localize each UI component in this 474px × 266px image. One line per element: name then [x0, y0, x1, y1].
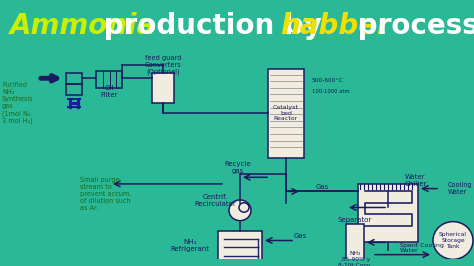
- Text: habber: habber: [280, 12, 391, 40]
- Text: Small purge
stream to
prevent accum.
of dilution such
as Ar.: Small purge stream to prevent accum. of …: [80, 177, 131, 211]
- Text: Spherical
Storage
Tank: Spherical Storage Tank: [439, 232, 467, 249]
- Circle shape: [433, 222, 473, 259]
- Text: Gas: Gas: [293, 233, 307, 239]
- Text: Recycle
gas: Recycle gas: [225, 161, 251, 174]
- Bar: [96, 71, 122, 88]
- Text: Cooling
Water: Cooling Water: [448, 182, 473, 195]
- Text: Water
Chiller: Water Chiller: [405, 174, 428, 187]
- Text: production by: production by: [94, 12, 331, 40]
- Text: feed guard
Converters
(Optional): feed guard Converters (Optional): [145, 55, 182, 75]
- Text: process: process: [348, 12, 474, 40]
- Text: 100-1000 atm: 100-1000 atm: [312, 89, 350, 94]
- Text: NH₃
Refrigerant: NH₃ Refrigerant: [171, 239, 210, 252]
- Circle shape: [229, 200, 251, 221]
- Text: Centrif.
Recirculator: Centrif. Recirculator: [194, 194, 236, 207]
- Bar: [152, 73, 174, 103]
- Bar: [346, 225, 364, 266]
- Text: 500-600°C: 500-600°C: [312, 78, 344, 83]
- Text: Spent Cooling
Water: Spent Cooling Water: [400, 243, 444, 253]
- Text: Purified
NH₃
Synthesis
gas
(1mol N₂
3 mol H₂): Purified NH₃ Synthesis gas (1mol N₂ 3 mo…: [2, 82, 34, 124]
- Bar: [66, 84, 82, 95]
- Text: NH₃
.85-90% y
8-20t Conv.: NH₃ .85-90% y 8-20t Conv.: [338, 251, 372, 266]
- Bar: [268, 69, 304, 159]
- Circle shape: [239, 203, 249, 212]
- Text: Catalyst
bed
Reactor: Catalyst bed Reactor: [273, 105, 299, 122]
- Text: Ammonia: Ammonia: [9, 12, 156, 40]
- Text: Gas: Gas: [315, 184, 328, 190]
- Bar: [218, 231, 262, 266]
- Bar: [358, 184, 418, 242]
- Bar: [66, 73, 82, 84]
- Text: Oil
Filter: Oil Filter: [100, 85, 118, 98]
- Text: Separator: Separator: [338, 217, 372, 223]
